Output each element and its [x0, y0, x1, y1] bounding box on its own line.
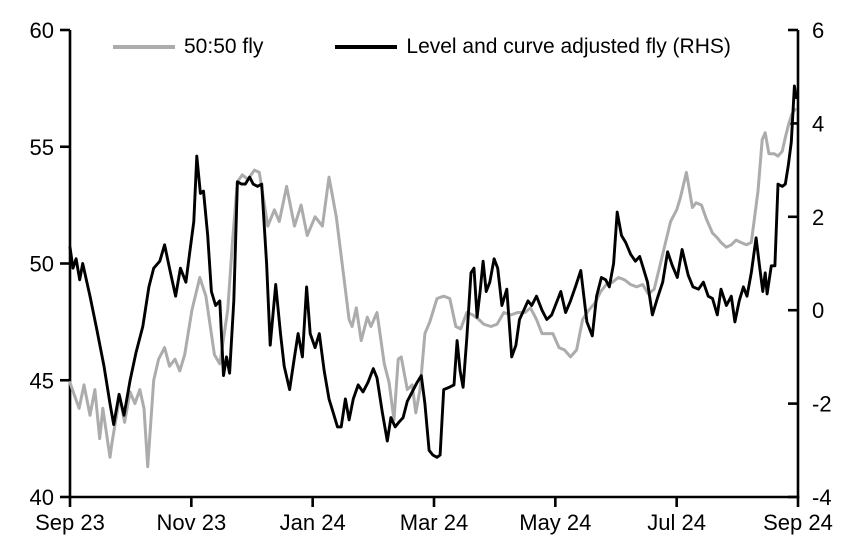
- x-axis-tick-label: Sep 24: [763, 510, 833, 535]
- x-axis-tick-label: Nov 23: [156, 510, 226, 535]
- x-axis-tick-label: May 24: [519, 510, 591, 535]
- x-axis-tick-label: Jul 24: [647, 510, 706, 535]
- right-axis-tick-label: -4: [812, 485, 832, 510]
- right-axis-tick-label: 6: [812, 18, 824, 43]
- right-axis-tick-label: -2: [812, 392, 832, 417]
- left-axis-tick-label: 60: [30, 18, 54, 43]
- left-axis-tick-label: 55: [30, 135, 54, 160]
- left-axis-tick-label: 50: [30, 252, 54, 277]
- x-axis-tick-label: Jan 24: [280, 510, 346, 535]
- left-axis-tick-label: 40: [30, 485, 54, 510]
- right-axis-tick-label: 4: [812, 111, 824, 136]
- series-line-1: [68, 84, 798, 459]
- x-axis-tick-label: Mar 24: [400, 510, 468, 535]
- right-axis-tick-label: 2: [812, 205, 824, 230]
- series-line-0: [68, 107, 797, 469]
- left-axis-tick-label: 45: [30, 368, 54, 393]
- right-axis-tick-label: 0: [812, 298, 824, 323]
- x-axis-tick-label: Sep 23: [35, 510, 105, 535]
